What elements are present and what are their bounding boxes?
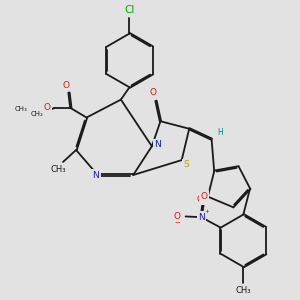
Text: H: H <box>217 128 223 137</box>
Text: O: O <box>62 81 70 90</box>
Text: S: S <box>183 160 189 169</box>
Text: N: N <box>198 213 205 222</box>
Text: +: + <box>204 209 209 214</box>
Text: CH₃: CH₃ <box>236 286 251 295</box>
Text: CH₃: CH₃ <box>51 165 66 174</box>
Text: CH₃: CH₃ <box>14 106 27 112</box>
Text: O: O <box>149 88 157 97</box>
Text: −: − <box>175 220 180 226</box>
Text: O: O <box>44 103 51 112</box>
Text: Cl: Cl <box>124 5 135 15</box>
Text: CH₂: CH₂ <box>31 111 43 117</box>
Text: N: N <box>92 170 99 179</box>
Text: O: O <box>200 192 207 201</box>
Text: N: N <box>154 140 161 149</box>
Text: O: O <box>197 195 204 204</box>
Text: O: O <box>174 212 181 221</box>
